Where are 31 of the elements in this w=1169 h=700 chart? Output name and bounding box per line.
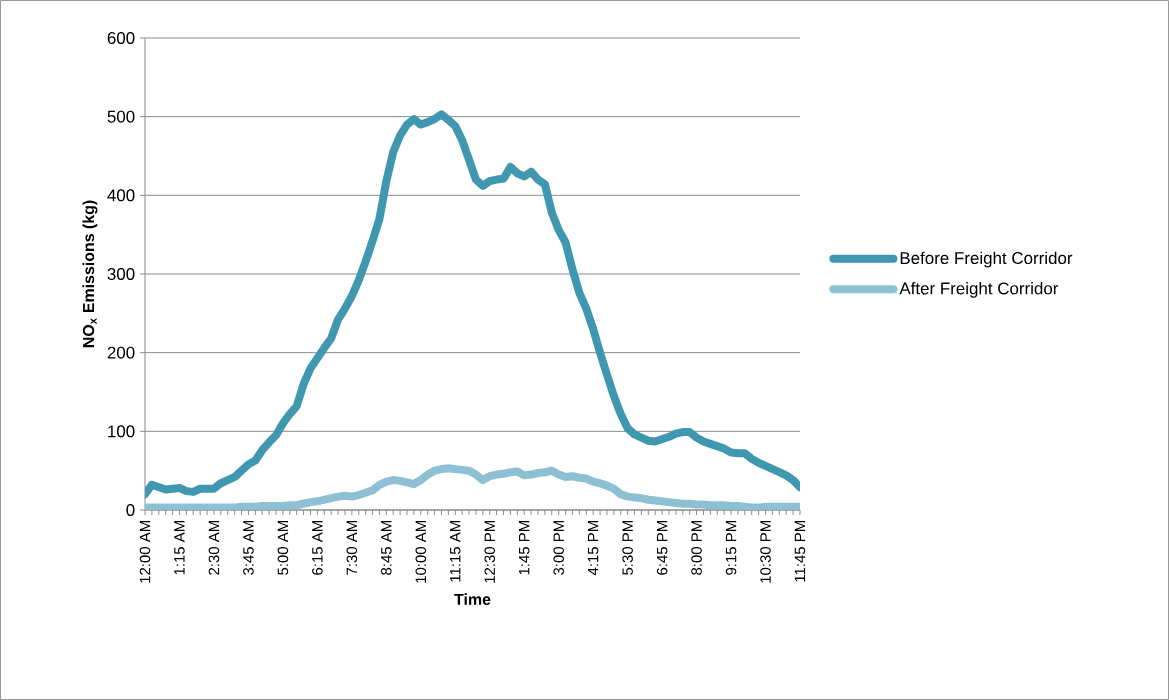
x-tick-label: 1:15 AM: [174, 521, 185, 575]
x-tick-label: 5:00 AM: [277, 521, 289, 575]
y-tick-label: 200: [107, 346, 135, 359]
y-tick-label: 100: [108, 425, 135, 438]
y-tick-label: 0: [126, 503, 135, 516]
y-tick-label: 600: [107, 31, 135, 44]
x-tick-label: 8:45 AM: [381, 521, 392, 575]
y-tick-label: 300: [107, 267, 135, 280]
x-tick-label: 8:00 PM: [691, 521, 702, 575]
y-tick-label: 500: [107, 110, 135, 123]
x-tick-label: 7:30 AM: [346, 521, 358, 575]
x-tick-label: 10:00 AM: [415, 521, 427, 583]
x-tick-label: 12:00 AM: [139, 521, 151, 583]
y-tick-label: 400: [107, 189, 135, 202]
x-tick-label: 4:15 PM: [587, 521, 599, 576]
legend-label: Before Freight Corridor: [900, 251, 1073, 268]
x-axis-title: Time: [454, 593, 491, 605]
x-tick-label: 6:15 AM: [312, 521, 323, 575]
legend-label: After Freight Corridor: [899, 281, 1059, 298]
x-tick-label: 11:15 AM: [450, 521, 461, 582]
x-tick-label: 5:30 PM: [622, 521, 633, 575]
x-tick-label: 12:30 PM: [484, 521, 496, 583]
x-tick-label: 10:30 PM: [760, 521, 771, 583]
x-tick-label: 1:45 PM: [519, 521, 530, 575]
y-axis-title: NO$_{x}$ Emissions (kg): [82, 200, 98, 348]
x-tick-label: 2:30 AM: [208, 521, 220, 575]
x-tick-label: 11:45 PM: [794, 521, 806, 582]
x-tick-label: 3:00 PM: [553, 521, 564, 575]
x-tick-label: 6:45 PM: [656, 521, 668, 575]
x-tick-label: 3:45 AM: [243, 521, 254, 575]
x-tick-label: 9:15 PM: [725, 521, 737, 575]
